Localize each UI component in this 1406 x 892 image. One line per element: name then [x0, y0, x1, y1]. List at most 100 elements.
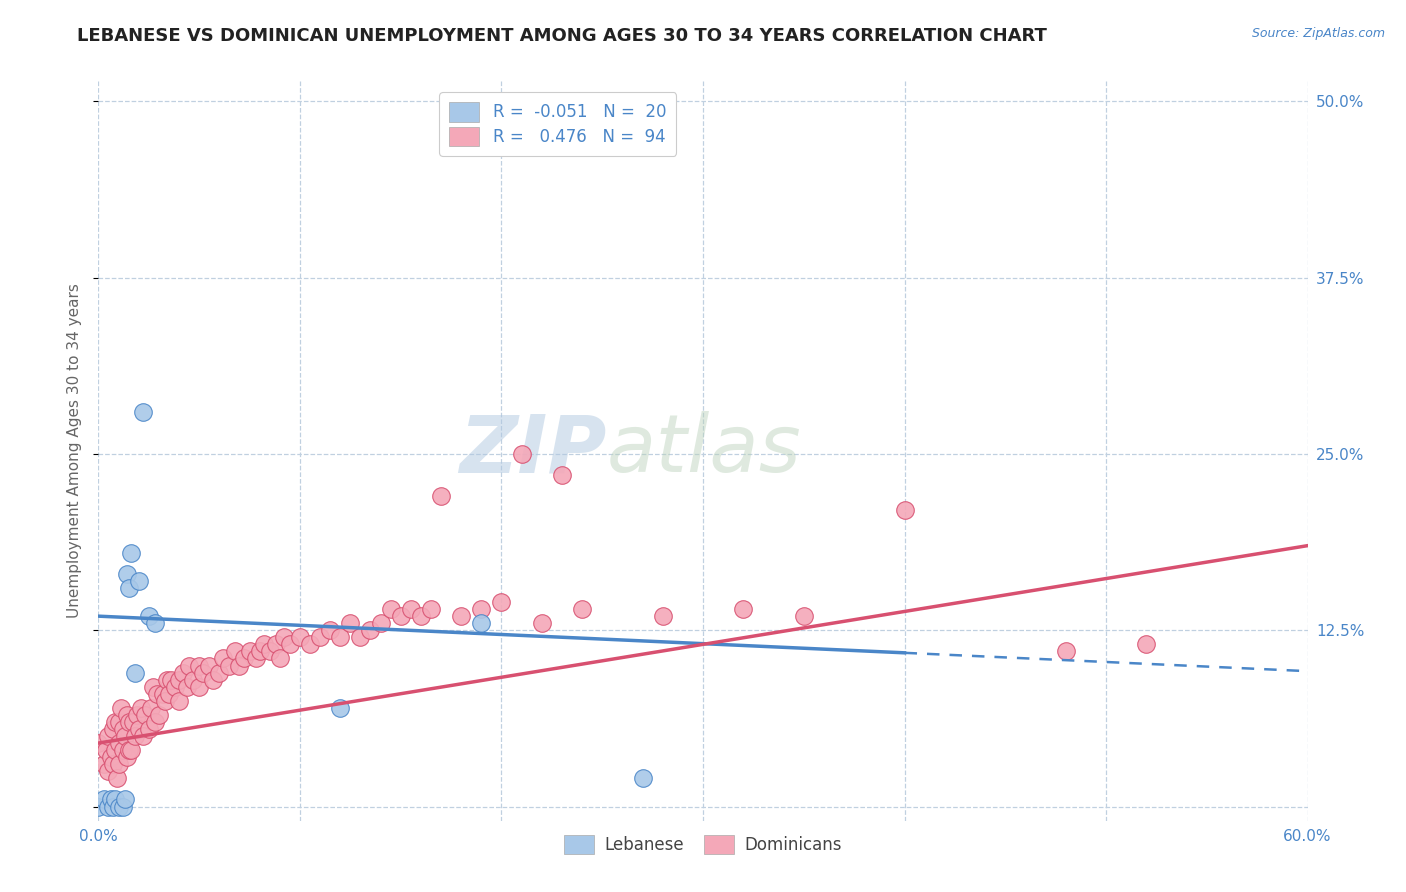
Point: [118, 714, 141, 729]
Point: [146, 687, 169, 701]
Point: [93, 757, 115, 772]
Point: [125, 707, 148, 722]
Point: [163, 680, 186, 694]
Point: [259, 644, 281, 658]
Point: [218, 658, 240, 673]
Point: [212, 651, 235, 665]
Point: [181, 673, 204, 687]
Point: [128, 574, 150, 588]
Point: [179, 658, 201, 673]
Point: [97, 764, 120, 779]
Point: [370, 616, 392, 631]
Point: [551, 468, 574, 483]
Point: [103, 743, 125, 757]
Point: [103, 714, 125, 729]
Point: [172, 665, 194, 680]
Point: [491, 595, 513, 609]
Point: [87, 736, 110, 750]
Point: [733, 602, 755, 616]
Point: [360, 624, 382, 638]
Point: [329, 701, 352, 715]
Point: [188, 658, 211, 673]
Point: [107, 757, 129, 772]
Point: [132, 729, 155, 743]
Point: [121, 714, 143, 729]
Text: LEBANESE VS DOMINICAN UNEMPLOYMENT AMONG AGES 30 TO 34 YEARS CORRELATION CHART: LEBANESE VS DOMINICAN UNEMPLOYMENT AMONG…: [77, 27, 1047, 45]
Point: [208, 665, 231, 680]
Point: [120, 546, 142, 560]
Point: [134, 707, 156, 722]
Point: [142, 680, 165, 694]
Point: [103, 792, 125, 806]
Point: [107, 799, 129, 814]
Point: [450, 609, 472, 624]
Point: [115, 707, 138, 722]
Point: [1054, 644, 1077, 658]
Point: [128, 722, 150, 736]
Point: [156, 673, 179, 687]
Point: [530, 616, 553, 631]
Point: [264, 637, 287, 651]
Point: [110, 701, 132, 715]
Point: [167, 694, 190, 708]
Point: [115, 566, 138, 581]
Point: [278, 637, 301, 651]
Point: [153, 694, 176, 708]
Point: [129, 701, 152, 715]
Point: [167, 673, 190, 687]
Text: Source: ZipAtlas.com: Source: ZipAtlas.com: [1251, 27, 1385, 40]
Point: [202, 673, 225, 687]
Text: atlas: atlas: [606, 411, 801, 490]
Point: [139, 701, 162, 715]
Point: [253, 637, 276, 651]
Point: [100, 750, 122, 764]
Point: [152, 687, 174, 701]
Point: [269, 651, 291, 665]
Point: [188, 680, 211, 694]
Point: [115, 750, 138, 764]
Point: [651, 609, 673, 624]
Point: [329, 630, 352, 644]
Point: [132, 405, 155, 419]
Point: [309, 630, 332, 644]
Point: [288, 630, 311, 644]
Point: [228, 658, 250, 673]
Point: [107, 736, 129, 750]
Point: [118, 581, 141, 595]
Point: [399, 602, 422, 616]
Point: [148, 707, 170, 722]
Point: [96, 743, 118, 757]
Point: [97, 799, 120, 814]
Point: [380, 602, 402, 616]
Point: [793, 609, 815, 624]
Point: [114, 792, 136, 806]
Point: [114, 729, 136, 743]
Point: [571, 602, 593, 616]
Point: [97, 729, 120, 743]
Point: [101, 757, 124, 772]
Text: ZIP: ZIP: [458, 411, 606, 490]
Point: [138, 609, 160, 624]
Point: [430, 489, 453, 503]
Point: [101, 799, 124, 814]
Point: [107, 714, 129, 729]
Point: [111, 799, 134, 814]
Point: [273, 630, 295, 644]
Legend: Lebanese, Dominicans: Lebanese, Dominicans: [558, 828, 848, 861]
Point: [470, 616, 492, 631]
Point: [101, 722, 124, 736]
Point: [389, 609, 412, 624]
Point: [111, 722, 134, 736]
Y-axis label: Unemployment Among Ages 30 to 34 years: Unemployment Among Ages 30 to 34 years: [67, 283, 83, 618]
Point: [299, 637, 322, 651]
Point: [93, 792, 115, 806]
Point: [339, 616, 361, 631]
Point: [893, 503, 915, 517]
Point: [176, 680, 198, 694]
Point: [224, 644, 246, 658]
Point: [232, 651, 254, 665]
Point: [87, 799, 110, 814]
Point: [100, 792, 122, 806]
Point: [193, 665, 215, 680]
Point: [409, 609, 432, 624]
